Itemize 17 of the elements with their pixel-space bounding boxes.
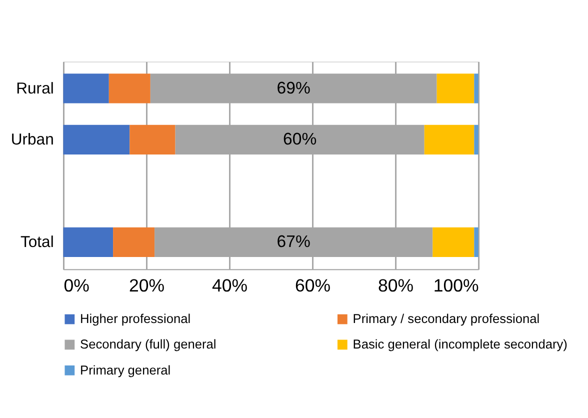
data-label: 69% <box>276 78 310 98</box>
x-tick-label: 80% <box>378 275 414 296</box>
y-tick-label: Urban <box>10 132 54 149</box>
x-tick-label: 100% <box>433 275 479 296</box>
x-tick-label: 40% <box>212 275 248 296</box>
x-tick-label: 0% <box>64 275 90 296</box>
data-label: 67% <box>276 232 310 252</box>
x-tick-label: 60% <box>294 275 331 296</box>
legend-label: Primary / secondary professional <box>352 311 540 326</box>
data-label: 60% <box>283 130 317 149</box>
legend-label: Secondary (full) general <box>80 336 216 352</box>
legend-label: Basic general (incomplete secondary) <box>352 336 568 352</box>
y-tick-label: Rural <box>16 80 54 98</box>
legend-label: Higher professional <box>80 311 191 326</box>
x-tick-label: 20% <box>128 275 165 296</box>
legend-label: Primary general <box>80 362 171 378</box>
y-tick-label: Total <box>20 234 54 252</box>
